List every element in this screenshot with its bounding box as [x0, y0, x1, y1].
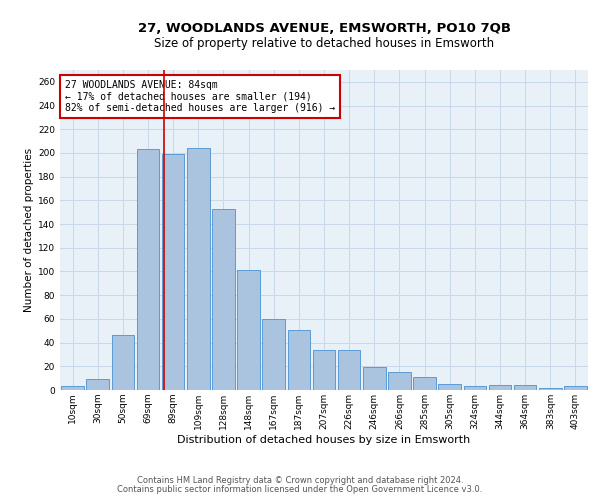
Bar: [237, 270, 260, 390]
Bar: [187, 148, 209, 390]
Bar: [112, 336, 134, 390]
Bar: [61, 386, 84, 390]
Bar: [539, 388, 562, 390]
Text: Contains HM Land Registry data © Crown copyright and database right 2024.: Contains HM Land Registry data © Crown c…: [137, 476, 463, 485]
Bar: [162, 154, 184, 390]
Bar: [388, 372, 411, 390]
Text: Contains public sector information licensed under the Open Government Licence v3: Contains public sector information licen…: [118, 485, 482, 494]
Bar: [212, 208, 235, 390]
Bar: [262, 319, 285, 390]
Bar: [514, 386, 536, 390]
Bar: [137, 150, 160, 390]
Text: 27, WOODLANDS AVENUE, EMSWORTH, PO10 7QB: 27, WOODLANDS AVENUE, EMSWORTH, PO10 7QB: [137, 22, 511, 36]
Bar: [363, 368, 386, 390]
Text: Size of property relative to detached houses in Emsworth: Size of property relative to detached ho…: [154, 38, 494, 51]
Bar: [313, 350, 335, 390]
Bar: [338, 350, 361, 390]
Bar: [413, 377, 436, 390]
Bar: [86, 380, 109, 390]
Bar: [439, 384, 461, 390]
Bar: [287, 330, 310, 390]
Bar: [464, 386, 486, 390]
Bar: [488, 386, 511, 390]
X-axis label: Distribution of detached houses by size in Emsworth: Distribution of detached houses by size …: [178, 434, 470, 444]
Text: 27 WOODLANDS AVENUE: 84sqm
← 17% of detached houses are smaller (194)
82% of sem: 27 WOODLANDS AVENUE: 84sqm ← 17% of deta…: [65, 80, 335, 113]
Y-axis label: Number of detached properties: Number of detached properties: [24, 148, 34, 312]
Bar: [564, 386, 587, 390]
